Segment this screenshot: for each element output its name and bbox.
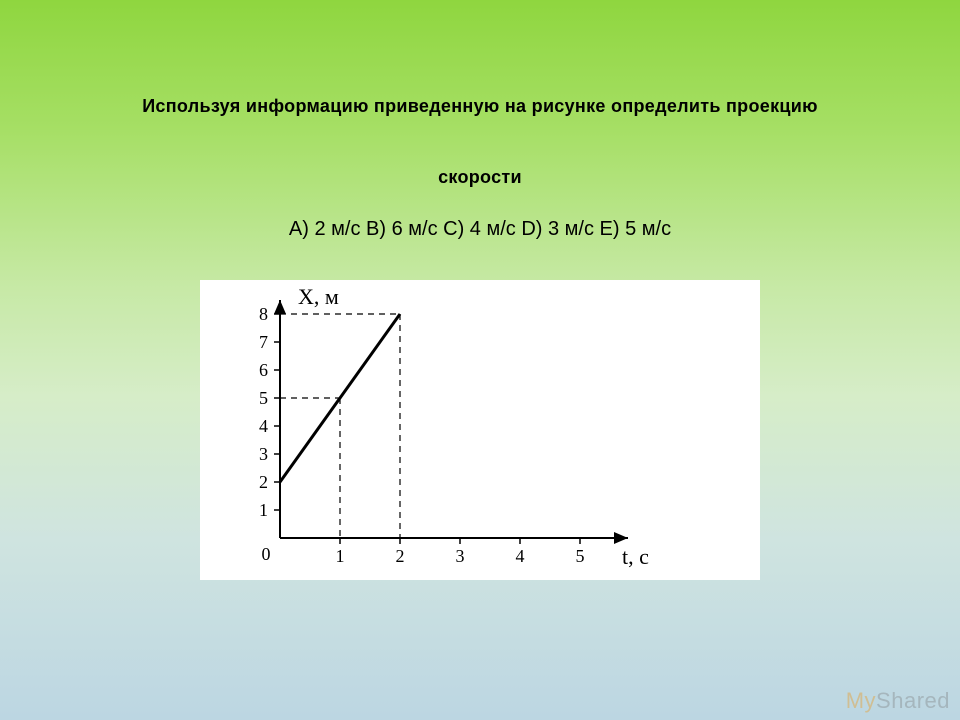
svg-text:0: 0	[262, 544, 271, 564]
watermark-part2: Shared	[876, 688, 950, 713]
svg-text:2: 2	[396, 546, 405, 566]
svg-text:Х, м: Х, м	[298, 284, 339, 309]
svg-text:6: 6	[259, 360, 268, 380]
svg-text:2: 2	[259, 472, 268, 492]
watermark: MyShared	[846, 688, 950, 714]
watermark-part1: My	[846, 688, 876, 713]
xt-chart: 1 2 3 4 5 6 7 8 0 1 2 3 4 5 Х, м t, с	[200, 280, 760, 580]
svg-text:4: 4	[516, 546, 525, 566]
svg-text:7: 7	[259, 332, 268, 352]
question-line2: скорости	[0, 166, 960, 189]
svg-text:1: 1	[336, 546, 345, 566]
slide: Используя информацию приведенную на рису…	[0, 0, 960, 720]
chart-container: 1 2 3 4 5 6 7 8 0 1 2 3 4 5 Х, м t, с	[200, 280, 760, 580]
svg-text:4: 4	[259, 416, 268, 436]
question-text: Используя информацию приведенную на рису…	[0, 95, 960, 190]
svg-text:5: 5	[259, 388, 268, 408]
svg-text:8: 8	[259, 304, 268, 324]
svg-text:3: 3	[259, 444, 268, 464]
answer-options: А) 2 м/с В) 6 м/с С) 4 м/с D) 3 м/с Е) 5…	[0, 218, 960, 241]
svg-text:t, с: t, с	[622, 544, 649, 569]
svg-text:1: 1	[259, 500, 268, 520]
svg-text:5: 5	[576, 546, 585, 566]
svg-text:3: 3	[456, 546, 465, 566]
question-line1: Используя информацию приведенную на рису…	[142, 96, 818, 116]
